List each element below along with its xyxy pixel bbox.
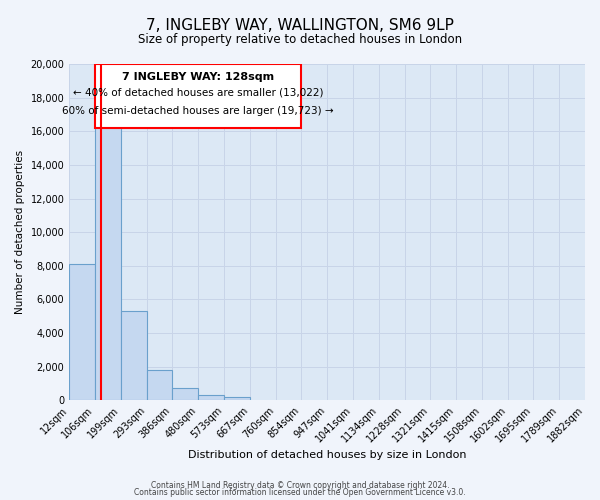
Text: 7, INGLEBY WAY, WALLINGTON, SM6 9LP: 7, INGLEBY WAY, WALLINGTON, SM6 9LP (146, 18, 454, 32)
Text: Size of property relative to detached houses in London: Size of property relative to detached ho… (138, 32, 462, 46)
Bar (146, 370, 172, 400)
Text: ← 40% of detached houses are smaller (13,022): ← 40% of detached houses are smaller (13… (73, 88, 323, 98)
Text: Contains HM Land Registry data © Crown copyright and database right 2024.: Contains HM Land Registry data © Crown c… (151, 480, 449, 490)
Text: Contains public sector information licensed under the Open Government Licence v3: Contains public sector information licen… (134, 488, 466, 497)
FancyBboxPatch shape (95, 64, 301, 128)
X-axis label: Distribution of detached houses by size in London: Distribution of detached houses by size … (188, 450, 466, 460)
Bar (95, 121, 121, 400)
Bar (69, 264, 95, 400)
Text: 60% of semi-detached houses are larger (19,723) →: 60% of semi-detached houses are larger (… (62, 106, 334, 116)
Bar (172, 388, 198, 400)
Bar (198, 396, 224, 400)
Bar (121, 311, 146, 400)
Bar (224, 397, 250, 400)
Text: 7 INGLEBY WAY: 128sqm: 7 INGLEBY WAY: 128sqm (122, 72, 274, 82)
Y-axis label: Number of detached properties: Number of detached properties (15, 150, 25, 314)
